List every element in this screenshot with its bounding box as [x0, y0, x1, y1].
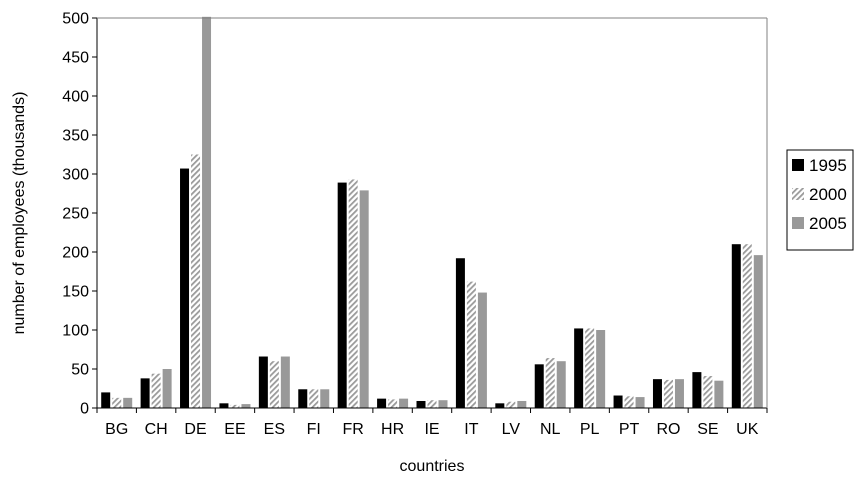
bar-1995-CH — [140, 378, 150, 408]
y-tick-label: 200 — [62, 245, 89, 262]
x-axis-ticks: BG CH DE EE ES FI FR HR IE IT LV NL PL PT RO SE UK — [96, 408, 768, 438]
bar-2005-DE — [202, 16, 212, 409]
y-tick-label: 350 — [62, 128, 89, 145]
y-tick-label: 300 — [62, 167, 89, 184]
bar-2005-IE — [438, 400, 448, 408]
bar-1995-LV — [495, 403, 505, 408]
y-tick-label: 150 — [62, 284, 89, 301]
bar-2000-FR — [348, 179, 358, 408]
legend-swatch-2005 — [792, 217, 804, 229]
x-tick-label: CH — [145, 421, 168, 438]
bar-2005-PL — [596, 330, 606, 408]
bar-1995-PL — [574, 328, 584, 408]
legend-label-2000: 2000 — [809, 185, 847, 204]
x-tick-label: FI — [307, 421, 321, 438]
x-tick-label: IT — [464, 421, 478, 438]
x-tick-label: HR — [381, 421, 404, 438]
bar-2005-BG — [123, 397, 133, 408]
x-tick-label: EE — [224, 421, 245, 438]
x-tick-label: IE — [424, 421, 439, 438]
bar-2005-IT — [477, 292, 487, 408]
bar-2005-NL — [556, 361, 566, 408]
bar-series — [101, 16, 763, 409]
bar-1995-UK — [731, 244, 741, 408]
bar-1995-FI — [298, 389, 308, 408]
legend-swatch-2000 — [792, 188, 804, 200]
y-axis-ticks: 0 50 100 150 200 250 300 350 400 450 500 — [62, 11, 97, 418]
x-tick-label: ES — [264, 421, 285, 438]
x-tick-label: LV — [502, 421, 521, 438]
bar-2000-PT — [624, 396, 634, 408]
bar-2005-FI — [320, 389, 330, 408]
bar-2000-NL — [545, 358, 555, 408]
x-tick-label: SE — [697, 421, 718, 438]
bar-2005-EE — [241, 404, 251, 408]
bar-2000-BG — [112, 397, 122, 408]
y-tick-label: 50 — [71, 362, 89, 379]
x-tick-label: PT — [619, 421, 640, 438]
bar-1995-RO — [652, 379, 662, 408]
bar-1995-IT — [455, 258, 465, 408]
bar-2000-CH — [151, 373, 161, 408]
bar-1995-EE — [219, 403, 229, 408]
bar-2000-DE — [191, 154, 201, 408]
bar-2005-LV — [517, 400, 527, 408]
bar-2000-IE — [427, 400, 437, 408]
bar-2000-LV — [506, 401, 516, 408]
y-tick-label: 400 — [62, 89, 89, 106]
bar-1995-FR — [337, 182, 347, 408]
plot-axes — [96, 17, 768, 409]
x-axis-label: countries — [400, 458, 465, 475]
bar-2000-IT — [466, 281, 476, 408]
bar-1995-SE — [692, 372, 702, 408]
bar-1995-HR — [377, 398, 387, 408]
legend: 1995 2000 2005 — [786, 149, 854, 251]
legend-label-2005: 2005 — [809, 214, 847, 233]
legend-label-1995: 1995 — [809, 156, 847, 175]
y-tick-label: 500 — [62, 11, 89, 28]
bar-2005-SE — [714, 380, 724, 408]
y-tick-label: 0 — [80, 401, 89, 418]
bar-1995-IE — [416, 400, 426, 408]
x-tick-label: RO — [656, 421, 680, 438]
bar-2000-PL — [585, 328, 595, 408]
y-tick-label: 450 — [62, 50, 89, 67]
bar-2000-RO — [663, 379, 673, 408]
bar-1995-PT — [613, 395, 623, 408]
bar-1995-ES — [258, 356, 268, 408]
x-tick-label: UK — [736, 421, 759, 438]
y-tick-label: 100 — [62, 323, 89, 340]
x-tick-label: DE — [184, 421, 206, 438]
bar-2005-CH — [162, 369, 172, 408]
y-axis-label: number of employees (thousands) — [11, 92, 28, 335]
bar-2000-FI — [309, 389, 319, 408]
y-tick-label: 250 — [62, 206, 89, 223]
bar-2000-EE — [230, 404, 240, 408]
bar-2000-ES — [269, 361, 279, 408]
x-tick-label: NL — [540, 421, 561, 438]
bar-2005-RO — [674, 379, 684, 408]
x-tick-label: PL — [580, 421, 600, 438]
bar-2000-SE — [703, 376, 713, 408]
x-tick-label: FR — [343, 421, 364, 438]
bar-1995-BG — [101, 392, 111, 408]
bar-2000-HR — [388, 399, 398, 408]
bar-2005-FR — [359, 190, 369, 408]
bar-2005-PT — [635, 397, 645, 408]
bar-2005-UK — [753, 255, 763, 408]
bar-1995-DE — [180, 168, 190, 408]
legend-swatch-1995 — [792, 159, 804, 171]
bar-2000-UK — [742, 244, 752, 408]
bar-2005-HR — [399, 398, 409, 408]
bar-1995-NL — [534, 364, 544, 408]
x-tick-label: BG — [105, 421, 128, 438]
bar-2005-ES — [280, 356, 290, 408]
